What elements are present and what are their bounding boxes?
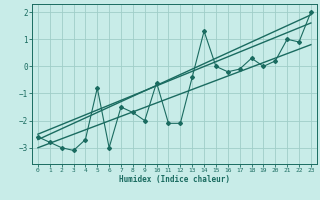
X-axis label: Humidex (Indice chaleur): Humidex (Indice chaleur) [119,175,230,184]
